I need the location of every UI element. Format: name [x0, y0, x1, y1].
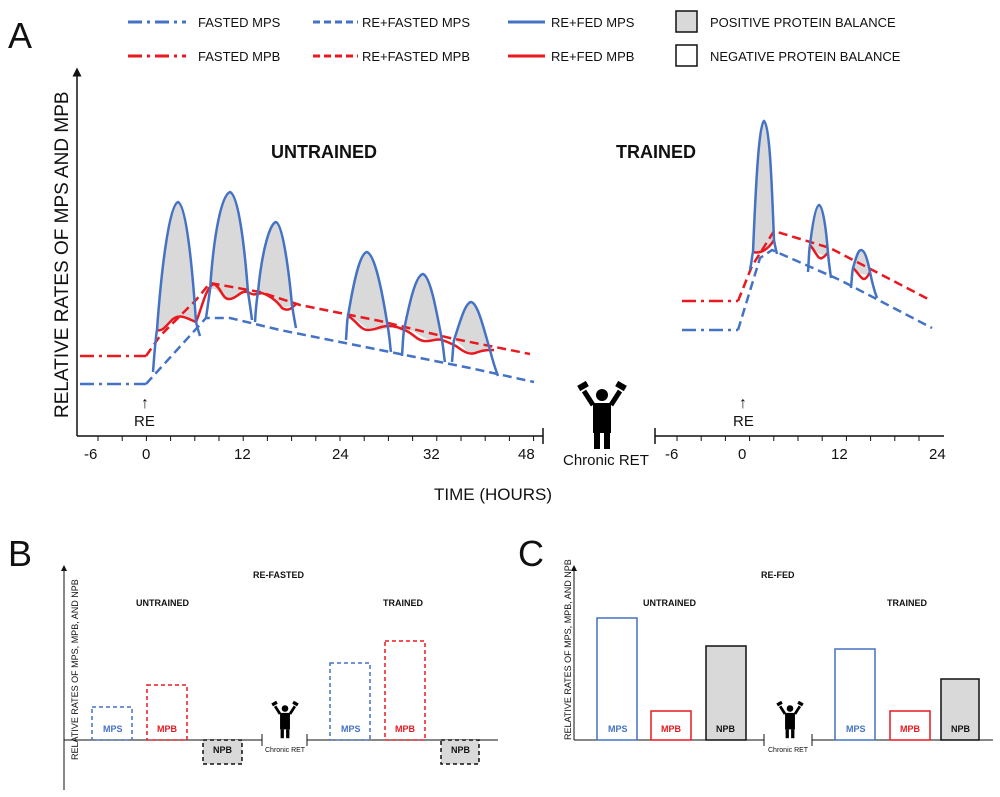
panel-c-y-title: RELATIVE RATES OF MPS, MPB, AND NPB [563, 559, 573, 740]
panel-c-untrained-mpb-label: MPB [661, 724, 682, 734]
chronic-ret-b: Chronic RET [265, 747, 306, 754]
panel-b-trained-npb-bar [440, 739, 480, 765]
legend: FASTED MPS FASTED MPB RE+FASTED MPS RE+F… [128, 10, 901, 67]
untrained-title: UNTRAINED [271, 142, 377, 162]
tick-u-0: -6 [84, 446, 97, 463]
untrained-re-fasted-mpb [144, 281, 531, 357]
legend-fasted-mpb: FASTED MPB [198, 49, 280, 64]
legend-re-fasted-mps: RE+FASTED MPS [362, 15, 470, 30]
panel-b-trained-mpb-label: MPB [395, 724, 416, 734]
re-label-trained: RE [733, 413, 754, 430]
untrained-re-fed-mps-5 [400, 272, 447, 363]
panel-c-trained-mps-bar [834, 648, 876, 741]
panel-c-title: RE-FED [761, 570, 795, 580]
chronic-ret-c: Chronic RET [768, 747, 809, 754]
untrained-re-fed-mps-6 [450, 300, 500, 377]
panel-a-x-title: TIME (HOURS) [434, 485, 552, 504]
panel-c-trained-mps-label: MPS [846, 724, 866, 734]
legend-negative: NEGATIVE PROTEIN BALANCE [710, 49, 901, 64]
panel-c-untrained: UNTRAINED [643, 598, 696, 608]
tick-u-5: 48 [518, 446, 535, 463]
untrained-re-fed-mps-2 [204, 190, 254, 321]
panel-b-trained-mps-bar [329, 662, 371, 741]
panel-b-untrained-npb-bar [202, 739, 243, 765]
panel-b-y-title: RELATIVE RATES OF MPS, MPB, AND NPB [70, 579, 80, 760]
trained-re-fed-mps-3 [849, 248, 879, 299]
panel-c-untrained-npb-label: NPB [716, 724, 736, 734]
panel-c-label: C [518, 533, 544, 574]
untrained-re-fed-mpb-a [156, 282, 297, 332]
panel-b-untrained-mps-label: MPS [103, 724, 123, 734]
re-label-untrained: RE [134, 413, 155, 430]
legend-re-fed-mpb: RE+FED MPB [551, 49, 634, 64]
panel-b-trained: TRAINED [383, 598, 423, 608]
panel-b-untrained-mpb-label: MPB [157, 724, 178, 734]
untrained-re-fed-mps-1 [151, 200, 202, 373]
legend-positive-swatch [675, 10, 698, 33]
untrained-re-fed-mps-3 [253, 220, 298, 329]
weightlifter-icon [577, 381, 627, 449]
panel-c-untrained-npb-bar [705, 645, 747, 741]
panel-b-untrained-mps-bar [91, 706, 133, 741]
tick-u-3: 24 [332, 446, 349, 463]
tick-u-2: 12 [234, 446, 251, 463]
trained-re-fed-mpb-a [752, 239, 776, 254]
panel-b-untrained-npb-label: NPB [213, 745, 233, 755]
panel-b-trained-npb-label: NPB [451, 745, 471, 755]
panel-a-y-title: RELATIVE RATES OF MPS AND MPB [52, 91, 73, 418]
weightlifter-icon-b [269, 699, 301, 740]
re-arrow-trained: ↑ [739, 395, 747, 412]
legend-positive: POSITIVE PROTEIN BALANCE [710, 15, 896, 30]
untrained-re-fed-mpb-b [347, 314, 495, 355]
panel-c-trained-mpb-bar [889, 710, 931, 741]
panel-c-trained-npb-bar [940, 678, 980, 741]
legend-re-fasted-mpb: RE+FASTED MPB [362, 49, 470, 64]
trained-re-fasted-mps [736, 248, 933, 331]
tick-t-0: -6 [665, 446, 678, 463]
panel-b-label: B [8, 533, 32, 574]
trained-re-fasted-mpb [736, 229, 931, 302]
panel-c-trained-mpb-label: MPB [900, 724, 921, 734]
trained-re-fed-mpb-b [809, 244, 829, 260]
panel-b-untrained: UNTRAINED [136, 598, 189, 608]
trained-re-fed-mps-1 [748, 119, 779, 271]
panel-b-title: RE-FASTED [253, 570, 305, 580]
panel-c-untrained-mps-bar [596, 617, 638, 741]
panel-c-untrained-mpb-bar [650, 710, 692, 741]
chronic-ret-a: Chronic RET [563, 452, 649, 469]
legend-re-fed-mps: RE+FED MPS [551, 15, 635, 30]
untrained-re-fed-mps-4 [344, 250, 393, 353]
weightlifter-icon-c [774, 699, 806, 740]
tick-t-1: 0 [738, 446, 746, 463]
panel-a-label: A [8, 15, 32, 56]
tick-u-4: 32 [423, 446, 440, 463]
panel-b-trained-mps-label: MPS [341, 724, 361, 734]
re-arrow-untrained: ↑ [141, 395, 149, 412]
panel-c-trained: TRAINED [887, 598, 927, 608]
panel-c-untrained-mps-label: MPS [608, 724, 628, 734]
trained-re-fed-mps-2 [806, 203, 833, 279]
panel-b-untrained-mpb-bar [146, 684, 188, 741]
tick-t-2: 12 [831, 446, 848, 463]
tick-u-1: 0 [142, 446, 150, 463]
panel-c-trained-npb-label: NPB [951, 724, 971, 734]
tick-t-3: 24 [929, 446, 946, 463]
legend-negative-swatch [675, 44, 698, 67]
legend-fasted-mps: FASTED MPS [198, 15, 281, 30]
trained-title: TRAINED [616, 142, 696, 162]
